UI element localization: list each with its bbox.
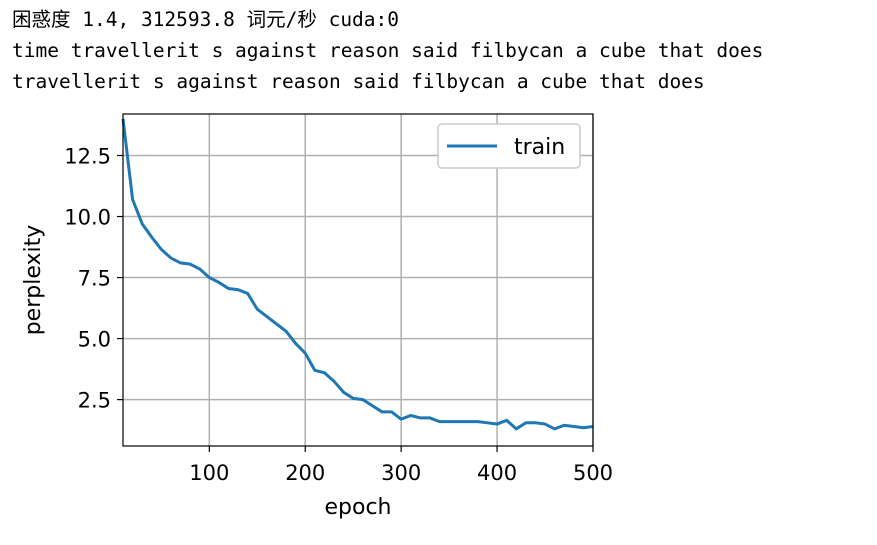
- x-tick-label: 200: [285, 461, 325, 485]
- grid: [123, 114, 594, 446]
- prediction-output-2: travellerit s against reason said filbyc…: [12, 70, 705, 93]
- x-tick-label: 400: [477, 461, 517, 485]
- legend-box: [437, 123, 581, 169]
- y-tick-label: 2.5: [78, 389, 111, 413]
- x-tick-label: 300: [381, 461, 421, 485]
- perplexity-speed-output: 困惑度 1.4, 312593.8 词元/秒 cuda:0: [12, 8, 400, 31]
- series-line-train: [121, 118, 594, 431]
- plot-frame: [122, 113, 594, 447]
- x-tick-label: 500: [573, 461, 613, 485]
- legend-label-train: train: [514, 135, 565, 160]
- prediction-output-1: time travellerit s against reason said f…: [12, 39, 764, 62]
- y-axis-label: perplexity: [21, 225, 46, 336]
- x-axis-label: epoch: [325, 495, 392, 520]
- y-tick-label: 7.5: [78, 267, 111, 291]
- x-tick-label: 100: [189, 461, 229, 485]
- y-tick-label: 5.0: [78, 328, 111, 352]
- y-tick-label: 12.5: [64, 145, 111, 169]
- y-tick-label: 10.0: [64, 206, 111, 230]
- legend: train: [437, 123, 581, 169]
- ticks: 100 200 300 400 500 2.5 5.0 7.5 10.0 12.5: [64, 145, 613, 486]
